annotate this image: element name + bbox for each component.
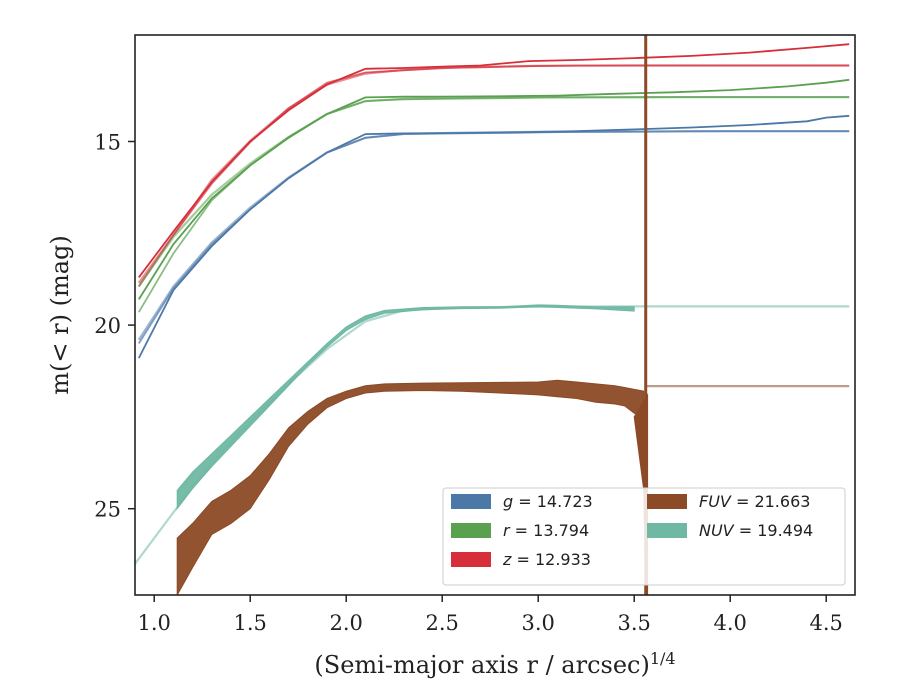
nuv-profile-band bbox=[176, 304, 635, 511]
legend-label-g: g = 14.723 bbox=[503, 492, 593, 511]
x-tick-label: 1.0 bbox=[137, 611, 170, 635]
x-tick-label: 3.5 bbox=[617, 611, 650, 635]
legend-swatch-z bbox=[451, 552, 491, 567]
legend-swatch-nuv bbox=[647, 523, 687, 538]
x-tick-label: 3.0 bbox=[521, 611, 554, 635]
x-tick-label: 4.5 bbox=[809, 611, 842, 635]
g-profile-line bbox=[137, 114, 850, 359]
y-tick-label: 20 bbox=[94, 314, 121, 338]
x-axis-label: (Semi-major axis r / arcsec)1/4 bbox=[314, 649, 675, 679]
x-axis: 1.0 1.5 2.0 2.5 3.0 3.5 4.0 4.5 bbox=[137, 595, 843, 635]
legend-box bbox=[442, 487, 846, 586]
g-profile-line-alt bbox=[138, 130, 850, 344]
legend-swatch-r bbox=[451, 523, 491, 538]
lines-layer bbox=[135, 35, 850, 595]
legend-label-fuv: FUV = 21.663 bbox=[699, 492, 810, 511]
legend-label-nuv: NUV = 19.494 bbox=[699, 521, 813, 540]
nuv-model-line bbox=[135, 305, 850, 565]
legend-label-r: r = 13.794 bbox=[503, 521, 589, 540]
x-axis-label-superscript: 1/4 bbox=[650, 649, 676, 668]
x-tick-label: 1.5 bbox=[233, 611, 266, 635]
y-tick-label: 25 bbox=[94, 498, 121, 522]
r-profile-line bbox=[138, 78, 850, 300]
x-tick-label: 2.5 bbox=[425, 611, 458, 635]
z-profile-line bbox=[138, 43, 850, 278]
x-tick-label: 2.0 bbox=[329, 611, 362, 635]
legend-swatch-g bbox=[451, 494, 491, 509]
x-tick-label: 4.0 bbox=[713, 611, 746, 635]
y-tick-label: 15 bbox=[94, 130, 121, 154]
y-axis: 15 20 25 bbox=[94, 130, 135, 522]
legend-label-z: z = 12.933 bbox=[502, 550, 591, 569]
legend: g = 14.723 r = 13.794 z = 12.933 FUV = 21.6… bbox=[442, 487, 846, 586]
legend-swatch-fuv bbox=[647, 494, 687, 509]
plot-frame bbox=[134, 34, 856, 596]
y-axis-label: m(< r) (mag) bbox=[46, 235, 74, 394]
x-axis-label-text: (Semi-major axis r / arcsec) bbox=[314, 651, 649, 679]
r-profile-line-alt bbox=[138, 96, 850, 313]
